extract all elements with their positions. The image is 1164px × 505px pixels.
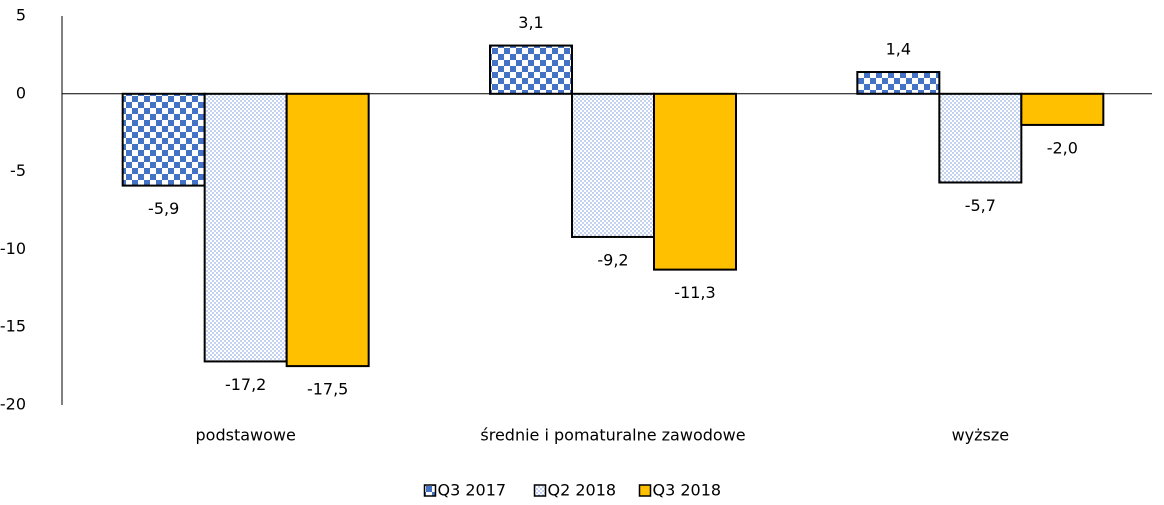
- value-label: -5,7: [965, 196, 996, 215]
- legend-label: Q3 2017: [438, 481, 507, 500]
- legend-swatch: [533, 484, 547, 497]
- bar: [285, 92, 370, 368]
- y-tick-label: 5: [16, 6, 26, 25]
- value-label: 1,4: [886, 40, 911, 59]
- x-tick-label: średnie i pomaturalne zawodowe: [480, 426, 745, 445]
- bar: [1020, 92, 1105, 126]
- legend-swatch: [638, 484, 652, 497]
- y-tick-label: -5: [10, 161, 26, 180]
- value-label: -11,3: [674, 283, 715, 302]
- bar: [856, 71, 941, 95]
- y-tick-label: -20: [0, 395, 26, 414]
- value-label: -17,2: [225, 375, 266, 394]
- y-tick-label: 0: [16, 83, 26, 102]
- bar: [653, 92, 737, 271]
- value-label: -17,5: [307, 380, 348, 399]
- bar: [571, 92, 655, 238]
- bar: [938, 92, 1023, 184]
- x-tick-label: podstawowe: [196, 426, 296, 445]
- bar: [203, 92, 288, 363]
- value-label: -5,9: [148, 199, 179, 218]
- legend-swatch: [423, 484, 437, 497]
- y-tick-label: -10: [0, 239, 26, 258]
- legend-label: Q2 2018: [548, 481, 617, 500]
- y-tick-label: -15: [0, 317, 26, 336]
- x-tick-label: wyższe: [952, 426, 1010, 445]
- value-label: -9,2: [597, 250, 628, 269]
- bar: [489, 44, 573, 95]
- bar: [121, 92, 206, 187]
- value-label: 3,1: [518, 13, 543, 32]
- value-label: -2,0: [1047, 138, 1078, 157]
- legend-label: Q3 2018: [653, 481, 722, 500]
